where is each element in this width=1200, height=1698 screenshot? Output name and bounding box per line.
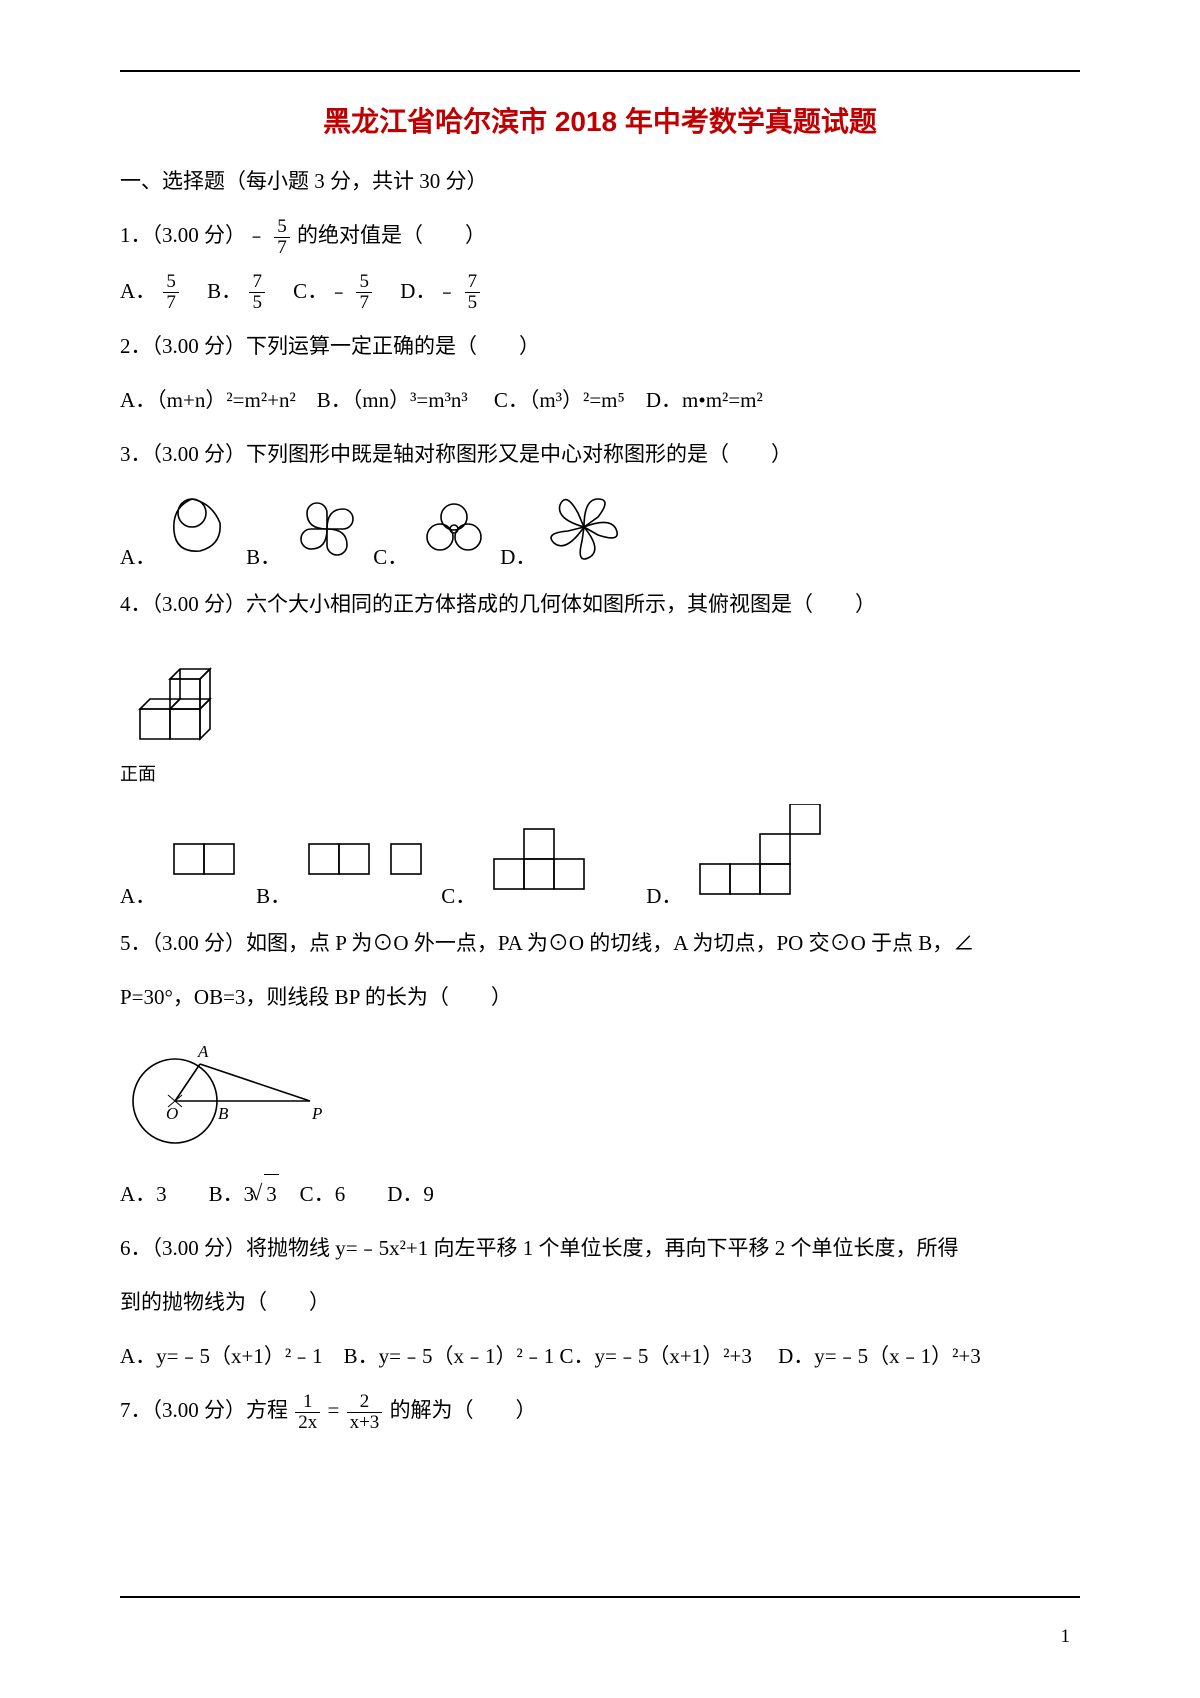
q1-fraction: 5 7 — [274, 217, 290, 258]
q7-suffix: 的解为（ ） — [390, 1398, 537, 1422]
top-rule — [120, 70, 1080, 72]
question-6-line1: 6．（3.00 分）将抛物线 y=﹣5x²+1 向左平移 1 个单位长度，再向下… — [120, 1229, 1080, 1269]
exam-page: 黑龙江省哈尔滨市 2018 年中考数学真题试题 一、选择题（每小题 3 分，共计… — [0, 0, 1200, 1698]
question-6-line2: 到的抛物线为（ ） — [120, 1283, 1080, 1323]
section-heading: 一、选择题（每小题 3 分，共计 30 分） — [120, 162, 1080, 202]
q7-frac1: 1 2x — [295, 1392, 320, 1433]
exam-title: 黑龙江省哈尔滨市 2018 年中考数学真题试题 — [120, 100, 1080, 140]
q5-opts-pre: A．3 B．3 — [120, 1182, 254, 1206]
q4-grid-a — [166, 824, 246, 910]
q3-shape-a — [162, 493, 240, 571]
svg-text:P: P — [311, 1104, 322, 1123]
q4-cube-figure — [120, 639, 1080, 754]
q1-opt-a-frac: 57 — [163, 272, 179, 313]
q6-options: A．y=﹣5（x+1）²﹣1 B．y=﹣5（x﹣1）²﹣1 C．y=﹣5（x+1… — [120, 1337, 1080, 1377]
page-number: 1 — [1061, 1626, 1071, 1648]
q3-shape-b — [287, 493, 367, 571]
q1-suffix: 的绝对值是（ ） — [297, 223, 486, 247]
question-2: 2．（3.00 分）下列运算一定正确的是（ ） — [120, 327, 1080, 367]
q5-options: A．3 B．3 3 C．6 D．9 — [120, 1174, 1080, 1215]
q7-prefix: 7．（3.00 分）方程 — [120, 1398, 288, 1422]
q1-opt-c-label: C．﹣ — [272, 279, 349, 303]
q7-frac2: 2 x+3 — [347, 1392, 383, 1433]
q7-eq: = — [328, 1398, 340, 1422]
q1-num: 5 — [274, 217, 290, 238]
q1-opt-b-label: B． — [186, 279, 242, 303]
q3-opt-c-label: C． — [373, 541, 408, 571]
q5-sqrt-val: 3 — [264, 1174, 279, 1215]
q4-grid-c — [486, 824, 636, 910]
q5-opts-post: C．6 D．9 — [279, 1182, 434, 1206]
q1-options: A． 57 B． 75 C．﹣ 57 D．﹣ 75 — [120, 272, 1080, 314]
q3-shape-c — [414, 493, 494, 571]
question-5-line2: P=30°，OB=3，则线段 BP 的长为（ ） — [120, 978, 1080, 1018]
q3-shapes-row: A． B． C． — [120, 489, 1080, 571]
q4-opt-a-label: A． — [120, 880, 156, 910]
q3-opt-d-label: D． — [500, 541, 536, 571]
q1-opt-b-frac: 75 — [249, 272, 265, 313]
q2-options: A．（m+n）²=m²+n² B．（mn）³=m³n³ C．（m³）²=m⁵ D… — [120, 381, 1080, 421]
question-5-line1: 5．（3.00 分）如图，点 P 为⊙O 外一点，PA 为⊙O 的切线，A 为切… — [120, 924, 1080, 964]
q4-opt-b-label: B． — [256, 880, 291, 910]
svg-text:A: A — [197, 1042, 209, 1061]
cube-front-label: 正面 — [120, 760, 1080, 786]
q3-shape-d — [542, 489, 626, 571]
question-7: 7．（3.00 分）方程 1 2x = 2 x+3 的解为（ ） — [120, 1391, 1080, 1433]
question-1: 1．（3.00 分）﹣ 5 7 的绝对值是（ ） — [120, 216, 1080, 258]
q1-den: 7 — [274, 238, 290, 258]
question-3: 3．（3.00 分）下列图形中既是轴对称图形又是中心对称图形的是（ ） — [120, 435, 1080, 475]
q4-opt-d-label: D． — [646, 880, 682, 910]
q3-opt-a-label: A． — [120, 541, 156, 571]
q4-grid-d — [692, 804, 822, 910]
q4-opt-c-label: C． — [441, 880, 476, 910]
q1-opt-d-frac: 75 — [465, 272, 481, 313]
svg-text:B: B — [218, 1104, 229, 1123]
question-4: 4．（3.00 分）六个大小相同的正方体搭成的几何体如图所示，其俯视图是（ ） — [120, 585, 1080, 625]
q5-figure: A O B P — [120, 1031, 1080, 1156]
q1-prefix: 1．（3.00 分）﹣ — [120, 223, 267, 247]
svg-text:O: O — [166, 1104, 178, 1123]
q4-grid-b — [301, 824, 431, 910]
q1-opt-a-label: A． — [120, 279, 156, 303]
q4-options-row: A． B． C． — [120, 804, 1080, 910]
sqrt-icon: 3 — [254, 1174, 279, 1215]
bottom-rule — [120, 1596, 1080, 1598]
q1-opt-c-frac: 57 — [356, 272, 372, 313]
q1-opt-d-label: D．﹣ — [379, 279, 457, 303]
q3-opt-b-label: B． — [246, 541, 281, 571]
